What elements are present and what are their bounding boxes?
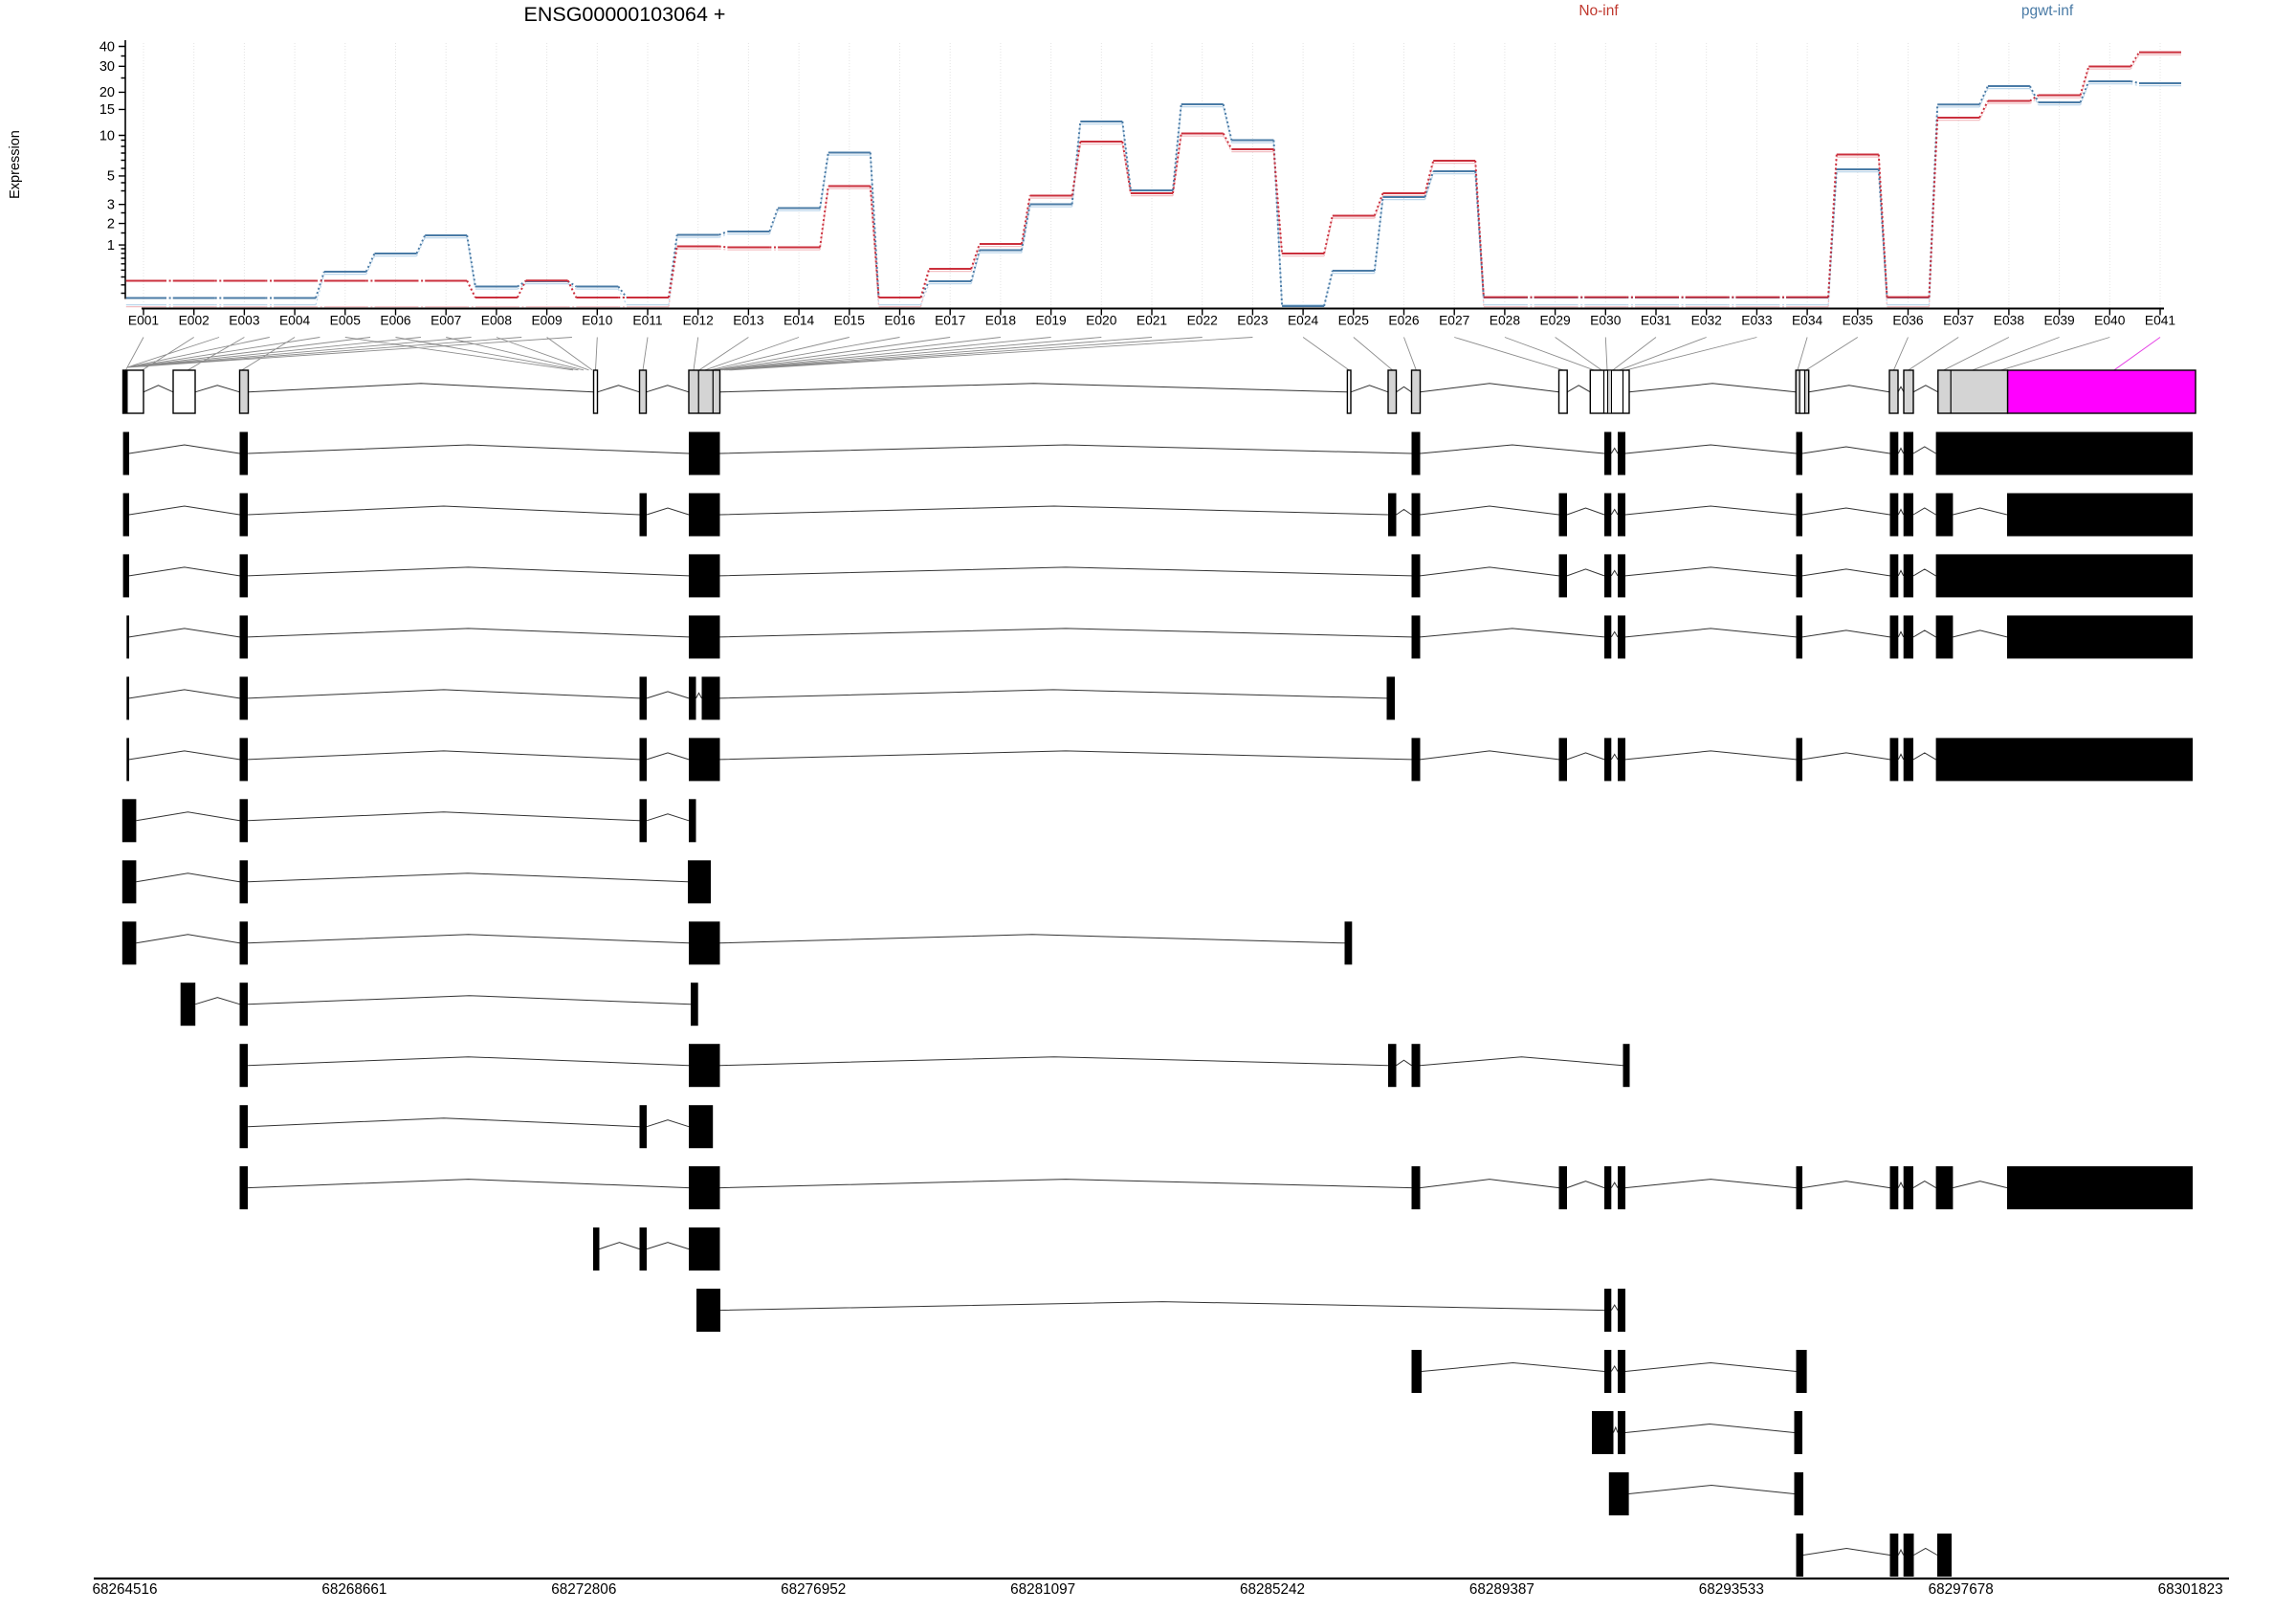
svg-text:E009: E009: [531, 314, 563, 328]
svg-text:E001: E001: [128, 314, 159, 328]
svg-text:68285242: 68285242: [1240, 1581, 1305, 1598]
svg-text:E019: E019: [1035, 314, 1067, 328]
svg-text:E036: E036: [1892, 314, 1924, 328]
svg-text:E017: E017: [935, 314, 965, 328]
svg-text:E041: E041: [2145, 314, 2175, 328]
svg-text:E010: E010: [582, 314, 613, 328]
svg-text:E016: E016: [884, 314, 916, 328]
svg-text:E040: E040: [2094, 314, 2126, 328]
svg-text:68268661: 68268661: [321, 1581, 386, 1598]
svg-text:3: 3: [107, 198, 115, 213]
svg-text:ENSG00000103064 +: ENSG00000103064 +: [524, 3, 726, 26]
svg-text:E026: E026: [1388, 314, 1420, 328]
svg-text:E033: E033: [1741, 314, 1773, 328]
svg-text:10: 10: [99, 128, 115, 144]
svg-text:E035: E035: [1843, 314, 1874, 328]
svg-text:E039: E039: [2043, 314, 2075, 328]
svg-text:E022: E022: [1187, 314, 1218, 328]
svg-text:E008: E008: [481, 314, 513, 328]
svg-text:E024: E024: [1288, 314, 1319, 328]
svg-text:E014: E014: [784, 314, 815, 328]
svg-text:E002: E002: [179, 314, 210, 328]
svg-text:pgwt-inf: pgwt-inf: [2021, 3, 2074, 19]
svg-text:15: 15: [99, 102, 115, 118]
svg-text:68264516: 68264516: [92, 1581, 157, 1598]
svg-text:E038: E038: [1994, 314, 2025, 328]
svg-text:E032: E032: [1691, 314, 1722, 328]
svg-text:E028: E028: [1490, 314, 1521, 328]
svg-text:E037: E037: [1943, 314, 1974, 328]
svg-text:E011: E011: [632, 314, 662, 328]
svg-text:40: 40: [99, 39, 115, 55]
svg-text:1: 1: [107, 238, 115, 254]
svg-text:E031: E031: [1641, 314, 1671, 328]
svg-text:E004: E004: [279, 314, 311, 328]
svg-text:E034: E034: [1792, 314, 1823, 328]
svg-text:68281097: 68281097: [1010, 1581, 1075, 1598]
svg-text:E006: E006: [380, 314, 411, 328]
svg-text:68293533: 68293533: [1699, 1581, 1764, 1598]
svg-text:E029: E029: [1539, 314, 1571, 328]
svg-text:68301823: 68301823: [2158, 1581, 2223, 1598]
svg-text:E015: E015: [834, 314, 866, 328]
svg-text:68272806: 68272806: [551, 1581, 616, 1598]
svg-text:Expression: Expression: [8, 130, 23, 199]
svg-text:5: 5: [107, 169, 115, 185]
svg-text:68276952: 68276952: [781, 1581, 846, 1598]
svg-text:E007: E007: [430, 314, 461, 328]
svg-text:68289387: 68289387: [1469, 1581, 1534, 1598]
svg-text:E020: E020: [1086, 314, 1117, 328]
svg-text:E030: E030: [1590, 314, 1622, 328]
svg-text:No-inf: No-inf: [1578, 3, 1619, 19]
svg-text:2: 2: [107, 216, 115, 232]
svg-text:E013: E013: [733, 314, 764, 328]
svg-text:30: 30: [99, 59, 115, 75]
svg-text:E005: E005: [330, 314, 362, 328]
svg-text:E023: E023: [1237, 314, 1269, 328]
svg-text:E025: E025: [1338, 314, 1370, 328]
svg-text:E027: E027: [1439, 314, 1469, 328]
svg-text:E003: E003: [229, 314, 260, 328]
svg-text:68297678: 68297678: [1929, 1581, 1994, 1598]
svg-text:E018: E018: [985, 314, 1017, 328]
svg-text:E012: E012: [683, 314, 714, 328]
svg-text:E021: E021: [1137, 314, 1167, 328]
svg-text:20: 20: [99, 85, 115, 100]
